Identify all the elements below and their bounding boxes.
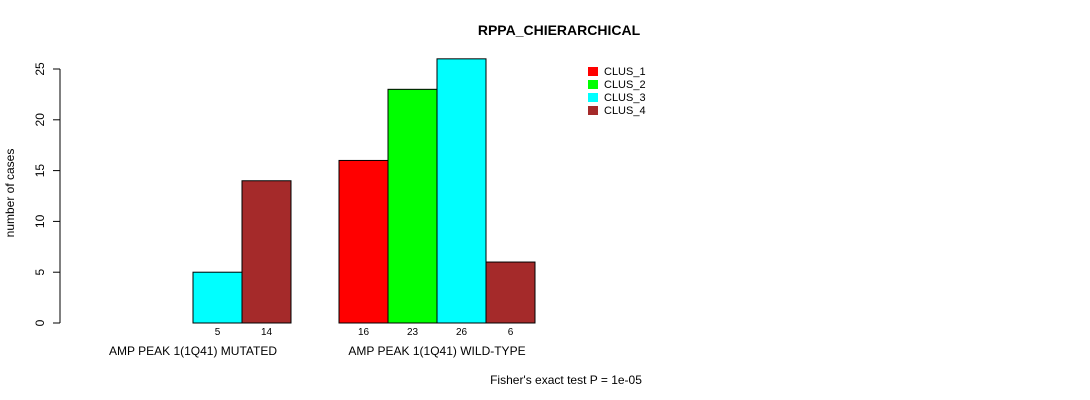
bar-value-label: 23 <box>407 327 419 338</box>
legend-swatch <box>588 106 598 115</box>
category-label: AMP PEAK 1(1Q41) WILD-TYPE <box>348 344 525 358</box>
legend-swatch <box>588 93 598 102</box>
bar-clus-3-group-2 <box>436 58 487 324</box>
y-tick-label: 0 <box>33 319 47 326</box>
y-tick-label: 15 <box>33 164 47 178</box>
bar-clus-4-group-1 <box>241 180 292 324</box>
bar-clus-4-group-2 <box>485 261 536 324</box>
bar-clus-1-group-2 <box>338 159 389 324</box>
legend-swatch <box>588 80 598 89</box>
category-labels: AMP PEAK 1(1Q41) MUTATED AMP PEAK 1(1Q41)… <box>109 344 526 358</box>
bar-clus-2-group-2 <box>387 88 438 324</box>
y-axis-label: number of cases <box>3 149 17 238</box>
category-label: AMP PEAK 1(1Q41) MUTATED <box>109 344 277 358</box>
y-tick-label: 20 <box>33 113 47 127</box>
bar-value-label: 16 <box>358 327 370 338</box>
bar-clus-3-group-1 <box>192 271 243 324</box>
bar-value-label: 6 <box>508 327 514 338</box>
y-tick-label: 5 <box>33 269 47 276</box>
bars-group <box>192 58 536 324</box>
legend-swatch <box>588 67 598 76</box>
fisher-test-annotation: Fisher's exact test P = 1e-05 <box>490 373 642 387</box>
legend-entry: CLUS_3 <box>604 92 646 104</box>
bar-value-labels: 5 14 16 23 26 6 <box>215 327 514 338</box>
legend-entry: CLUS_4 <box>604 105 646 117</box>
legend-entry: CLUS_2 <box>604 79 646 91</box>
bar-value-label: 5 <box>215 327 221 338</box>
legend-entry: CLUS_1 <box>604 66 646 78</box>
y-tick-label: 25 <box>33 62 47 76</box>
y-axis: 0 5 10 15 20 25 <box>33 62 61 326</box>
bar-value-label: 26 <box>456 327 468 338</box>
bar-value-label: 14 <box>261 327 273 338</box>
chart-title: RPPA_CHIERARCHICAL <box>478 22 641 38</box>
y-tick-label: 10 <box>33 214 47 228</box>
